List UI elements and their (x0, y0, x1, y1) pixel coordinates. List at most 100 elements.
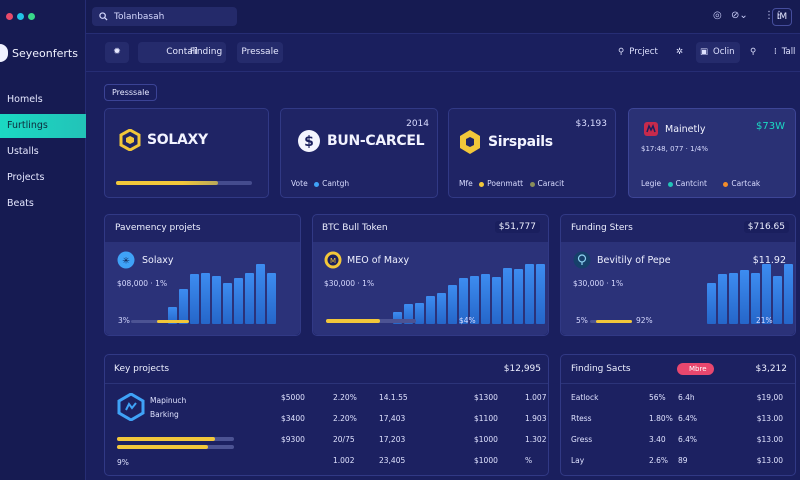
chart-bar (707, 282, 716, 324)
top-bar: Tolanbasah ◎ ⊘⌄ ⋮⋮ IM (86, 0, 800, 34)
project-button[interactable]: ⚲ Prcject (614, 42, 662, 63)
solaxy-logo-icon (119, 129, 141, 151)
sidebar-nav: Homels Furtlings Ustalls Projects Beats (0, 88, 86, 218)
presale-card-sirspails[interactable]: $3,193 Sirspails Mfe Poenmatt Caracit (448, 108, 616, 198)
tab-finding[interactable]: Finding (189, 47, 223, 57)
table-cell: $19,00 (756, 393, 783, 402)
mainetly-sub: $17:48, 077 · 1/4% (641, 145, 709, 153)
online-button[interactable]: ▣ Oclin (696, 42, 740, 63)
tab-pressale[interactable]: Pressale (237, 42, 283, 63)
sirspails-name: Sirspails (488, 134, 553, 150)
sidebar: Seyeonferts Homels Furtlings Ustalls Pro… (0, 0, 86, 480)
user-menu-icon[interactable]: ⋮⋮ (764, 10, 784, 21)
brand-name: Seyeonferts (12, 46, 78, 60)
shop-icon: ▣ (700, 47, 709, 57)
table-cell: 17,403 (379, 414, 406, 423)
chart-bar (536, 264, 545, 324)
mainetly-value: $73W (756, 121, 785, 132)
search-settings-icon[interactable]: ⊘⌄ (731, 10, 748, 21)
chart-bar (773, 276, 782, 324)
tall-label: Tall (781, 47, 796, 57)
table-cell: $5000 (281, 393, 305, 402)
tall-button[interactable]: ⁞ Tall (770, 42, 799, 63)
presale-card-bun-carcel[interactable]: 2014 $ BUN-CARCEL Vote Cantgh (280, 108, 438, 198)
sidebar-item-ustalls[interactable]: Ustalls (7, 146, 39, 157)
key-projects-table: Key projects $12,995 Mapinuch Barking 9%… (104, 354, 549, 476)
notification-icon[interactable]: ◎ (713, 10, 722, 21)
presale-card-mainetly[interactable]: Mainetly $73W $17:48, 077 · 1/4% Legie C… (628, 108, 796, 198)
table-cell: 14.1.55 (379, 393, 408, 402)
table-cell: 1.002 (333, 456, 355, 465)
project-card-pavemency[interactable]: Pavemency projets ✳ Solaxy $08,000 · 1% … (104, 214, 301, 336)
funding-sters-progress (590, 320, 632, 323)
table-cell: 2.6% (649, 456, 669, 465)
chart-bar (470, 276, 479, 324)
chart-bar (492, 276, 501, 324)
funding-sects-badge[interactable]: Mbre (677, 363, 714, 375)
chart-bar (179, 289, 188, 324)
chart-bar (437, 292, 446, 324)
chart-bar (762, 263, 771, 324)
chart-bar (729, 272, 738, 324)
dollar-coin-icon: $ (298, 130, 320, 152)
legend-mfe: Mfe (459, 179, 473, 188)
chart-bar (234, 277, 243, 324)
svg-text:M: M (330, 257, 336, 265)
chart-bar (481, 274, 490, 324)
section-chip-presssale[interactable]: Presssale (104, 84, 158, 101)
table-cell: $1100 (474, 414, 498, 423)
table-cell: 17,203 (379, 435, 406, 444)
table-cell: 2.20% (333, 393, 357, 402)
chart-bar (212, 276, 221, 324)
window-maximize-dot[interactable] (28, 13, 35, 20)
avatar[interactable]: IM (772, 8, 792, 26)
pavemency-footer-left: 3% (118, 316, 130, 325)
sirspails-logo-icon (460, 130, 480, 154)
tab-bar: ✹ Contall Finding Pressale ⚲ Prcject ✲ ▣ O… (86, 34, 800, 72)
sidebar-item-projects[interactable]: Projects (7, 172, 45, 183)
avatar-label: IM (776, 12, 788, 22)
table-cell: 89 (678, 456, 688, 465)
search-icon (99, 12, 108, 21)
sidebar-item-homels[interactable]: Homels (7, 94, 43, 105)
funding-sters-footer-right: 21% (756, 316, 773, 325)
table-cell: $13.00 (756, 456, 783, 465)
pavemency-progress (131, 320, 189, 323)
window-minimize-dot[interactable] (17, 13, 24, 20)
pavemency-bars (168, 264, 276, 324)
brand-logo-icon (0, 44, 8, 62)
project-card-btc-bull-token[interactable]: BTC Bull Token $51,777 M MEO of Maxy $30… (312, 214, 549, 336)
sirspails-value: $3,193 (575, 119, 608, 129)
sirspails-logo-row: Sirspails (458, 129, 553, 155)
search-icon[interactable]: ⚲ (750, 47, 757, 57)
chart-bar (415, 302, 424, 324)
chart-bar (503, 267, 512, 324)
search-input[interactable]: Tolanbasah (92, 7, 237, 26)
chart-bar (245, 272, 254, 324)
table-cell: Lay (571, 456, 585, 465)
project-card-funding-sters[interactable]: Funding Sters $716.65 Bevitily of Pepe $… (560, 214, 796, 336)
window-close-dot[interactable] (6, 13, 13, 20)
sidebar-item-beats[interactable]: Beats (7, 198, 34, 209)
bun-carcel-footer: Vote Cantgh (291, 179, 349, 188)
bun-carcel-logo-row: $ BUN-CARCEL (297, 129, 425, 153)
chart-bar (751, 272, 760, 324)
chart-bar (448, 285, 457, 324)
sidebar-item-furtlings[interactable]: Furtlings (0, 114, 86, 138)
btc-bull-token-coin-name: MEO of Maxy (347, 255, 410, 266)
solaxy-logo-row: SOLAXY (119, 129, 208, 151)
table-cell: 6.4% (678, 435, 698, 444)
tab-contall[interactable]: Contall (138, 42, 226, 63)
chart-bar (514, 269, 523, 324)
legend-cartcak: Cartcak (731, 179, 761, 188)
presale-card-solaxy[interactable]: SOLAXY (104, 108, 269, 198)
settings-icon[interactable]: ✲ (676, 47, 684, 57)
table-cell: $1300 (474, 393, 498, 402)
btc-bull-token-footer-mid: $4% (459, 316, 476, 325)
table-cell: 1.302 (525, 435, 547, 444)
chart-bar (459, 277, 468, 324)
settings-button[interactable]: ✹ (105, 42, 129, 63)
mapinuch-name: Mapinuch (150, 396, 187, 405)
legend-poenmatt: Poenmatt (487, 179, 524, 188)
divider (561, 383, 795, 384)
